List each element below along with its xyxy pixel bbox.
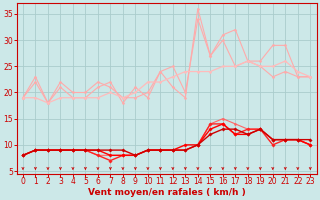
X-axis label: Vent moyen/en rafales ( km/h ): Vent moyen/en rafales ( km/h ) (88, 188, 245, 197)
